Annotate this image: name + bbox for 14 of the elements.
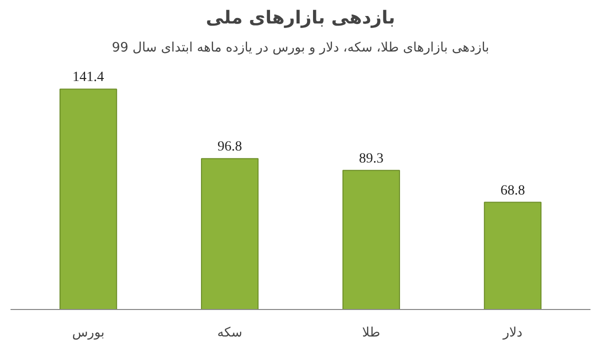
x-tick-label: سکه (217, 326, 242, 340)
chart-title: بازدهی بازارهای ملی (206, 8, 396, 28)
x-tick-label: طلا (362, 326, 380, 340)
data-label: 68.8 (500, 183, 525, 198)
bar (200, 158, 259, 310)
bar (342, 170, 400, 310)
data-label: 96.8 (218, 140, 242, 155)
data-label: 89.3 (358, 151, 384, 166)
data-label: 141.4 (72, 70, 104, 86)
x-tick-label: بورس (72, 326, 105, 340)
chart-subtitle: بازدهی بازارهای طلا، سکه، دلار و بورس در یازده ماهه ابتدای سال 99 (112, 40, 490, 56)
bar (60, 88, 118, 310)
x-tick-label: دلار (502, 326, 523, 340)
bar (484, 202, 542, 310)
